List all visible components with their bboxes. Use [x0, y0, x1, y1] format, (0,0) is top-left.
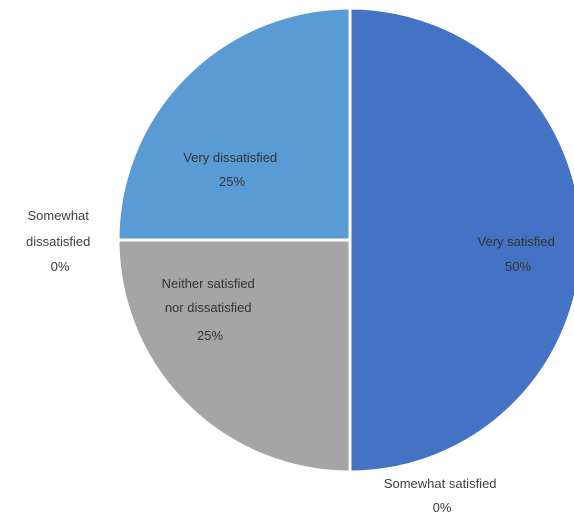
- slice-value-neither: 25%: [197, 328, 223, 343]
- slice-label-somewhat-satisfied: Somewhat satisfied 0%: [384, 476, 500, 515]
- slice-value-very-satisfied: 50%: [505, 259, 531, 274]
- slice-name-neither-line1: Neither satisfied: [162, 276, 255, 291]
- slice-name-somewhat-dissatisfied-line2: dissatisfied: [26, 234, 90, 249]
- pie-slice-neither-satisfied-nor-dissatisfied: [118, 240, 350, 472]
- slice-name-somewhat-satisfied: Somewhat satisfied: [384, 476, 497, 491]
- slice-name-neither-line2: nor dissatisfied: [165, 300, 252, 315]
- pie-slice-very-dissatisfied: [118, 8, 350, 240]
- slice-value-somewhat-satisfied: 0%: [433, 500, 452, 515]
- slice-label-somewhat-dissatisfied: Somewhat dissatisfied 0%: [26, 208, 94, 274]
- slice-name-very-dissatisfied: Very dissatisfied: [183, 150, 277, 165]
- slice-value-somewhat-dissatisfied: 0%: [51, 259, 70, 274]
- slice-name-very-satisfied: Very satisfied: [478, 234, 555, 249]
- slice-name-somewhat-dissatisfied-line1: Somewhat: [27, 208, 89, 223]
- slice-value-very-dissatisfied: 25%: [219, 174, 245, 189]
